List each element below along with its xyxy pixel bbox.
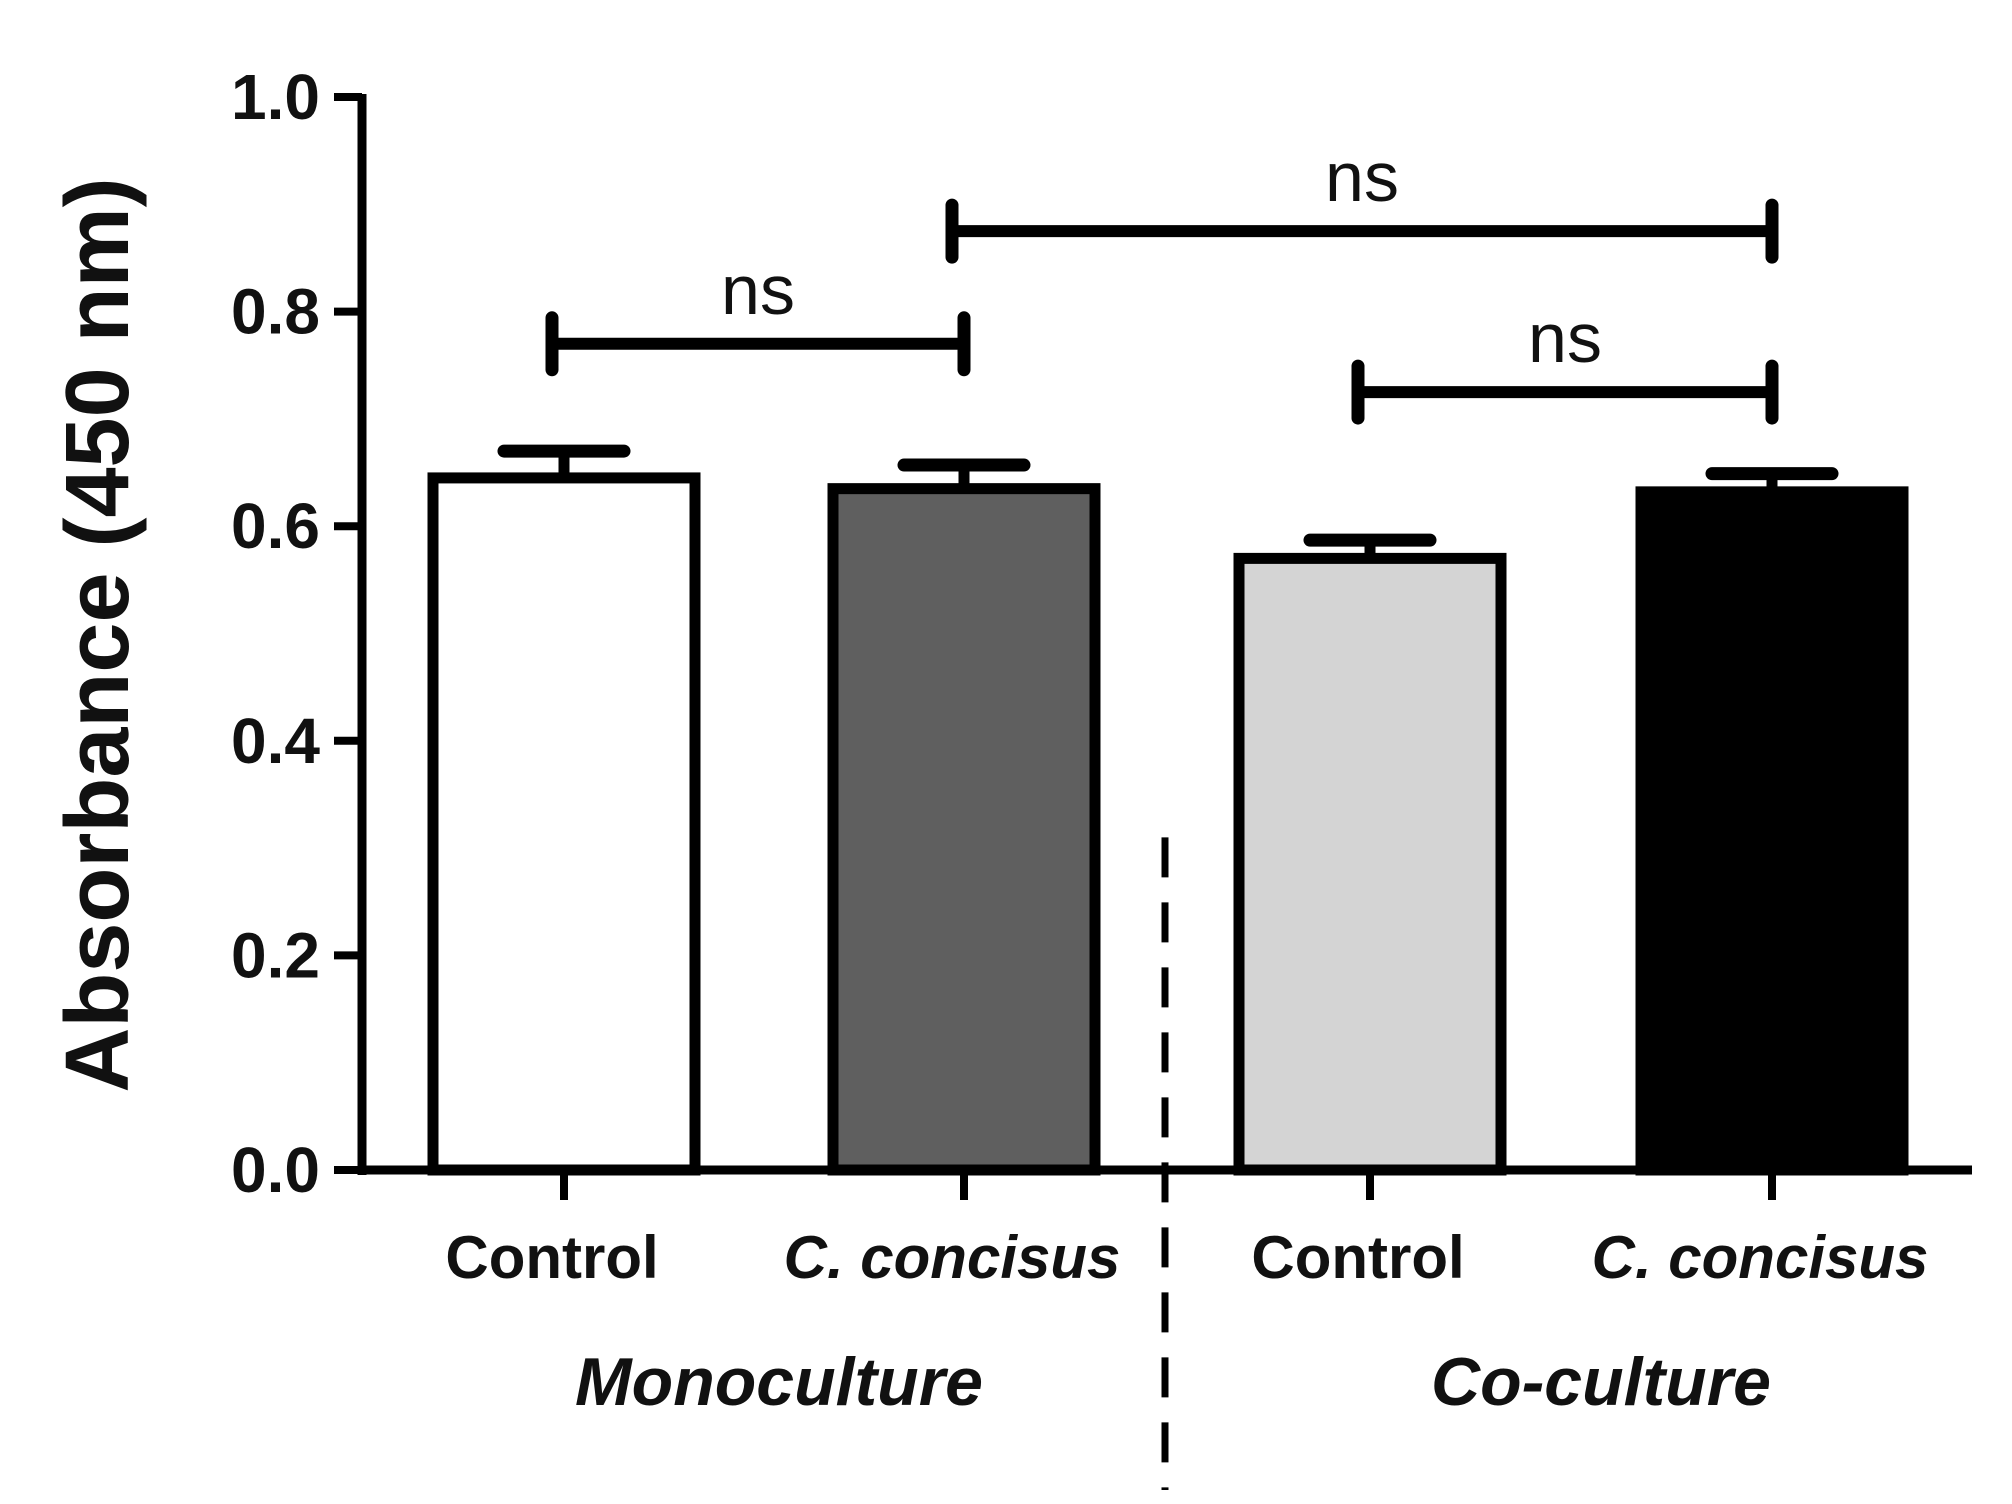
- y-tick-label: 0.6: [231, 490, 320, 562]
- bar-4: [1635, 486, 1909, 1176]
- y-axis-title: Absorbance (450 nm): [48, 177, 148, 1092]
- y-tick-label: 0.0: [231, 1134, 320, 1206]
- significance-label: ns: [1528, 299, 1602, 377]
- bar-3: [1233, 552, 1507, 1176]
- y-tick-label: 0.8: [231, 276, 320, 348]
- group-label: Monoculture: [575, 1344, 983, 1420]
- y-tick-label: 0.4: [231, 705, 320, 777]
- plot-area: 0.0 0.2 0.4 0.6 0.8 1.0 Control C. concisus Cont…: [231, 61, 1972, 1490]
- bar-1: [427, 472, 701, 1176]
- y-tick-label: 1.0: [231, 61, 320, 133]
- x-category-label: C. concisus: [784, 1224, 1121, 1291]
- x-category-label: C. concisus: [1592, 1224, 1929, 1291]
- x-category-label: Control: [445, 1224, 658, 1291]
- bar-2: [827, 483, 1101, 1176]
- y-tick-label: 0.2: [231, 919, 320, 991]
- group-label: Co-culture: [1431, 1344, 1771, 1420]
- x-category-label: Control: [1251, 1224, 1464, 1291]
- significance-label: ns: [721, 251, 795, 329]
- significance-label: ns: [1325, 138, 1399, 216]
